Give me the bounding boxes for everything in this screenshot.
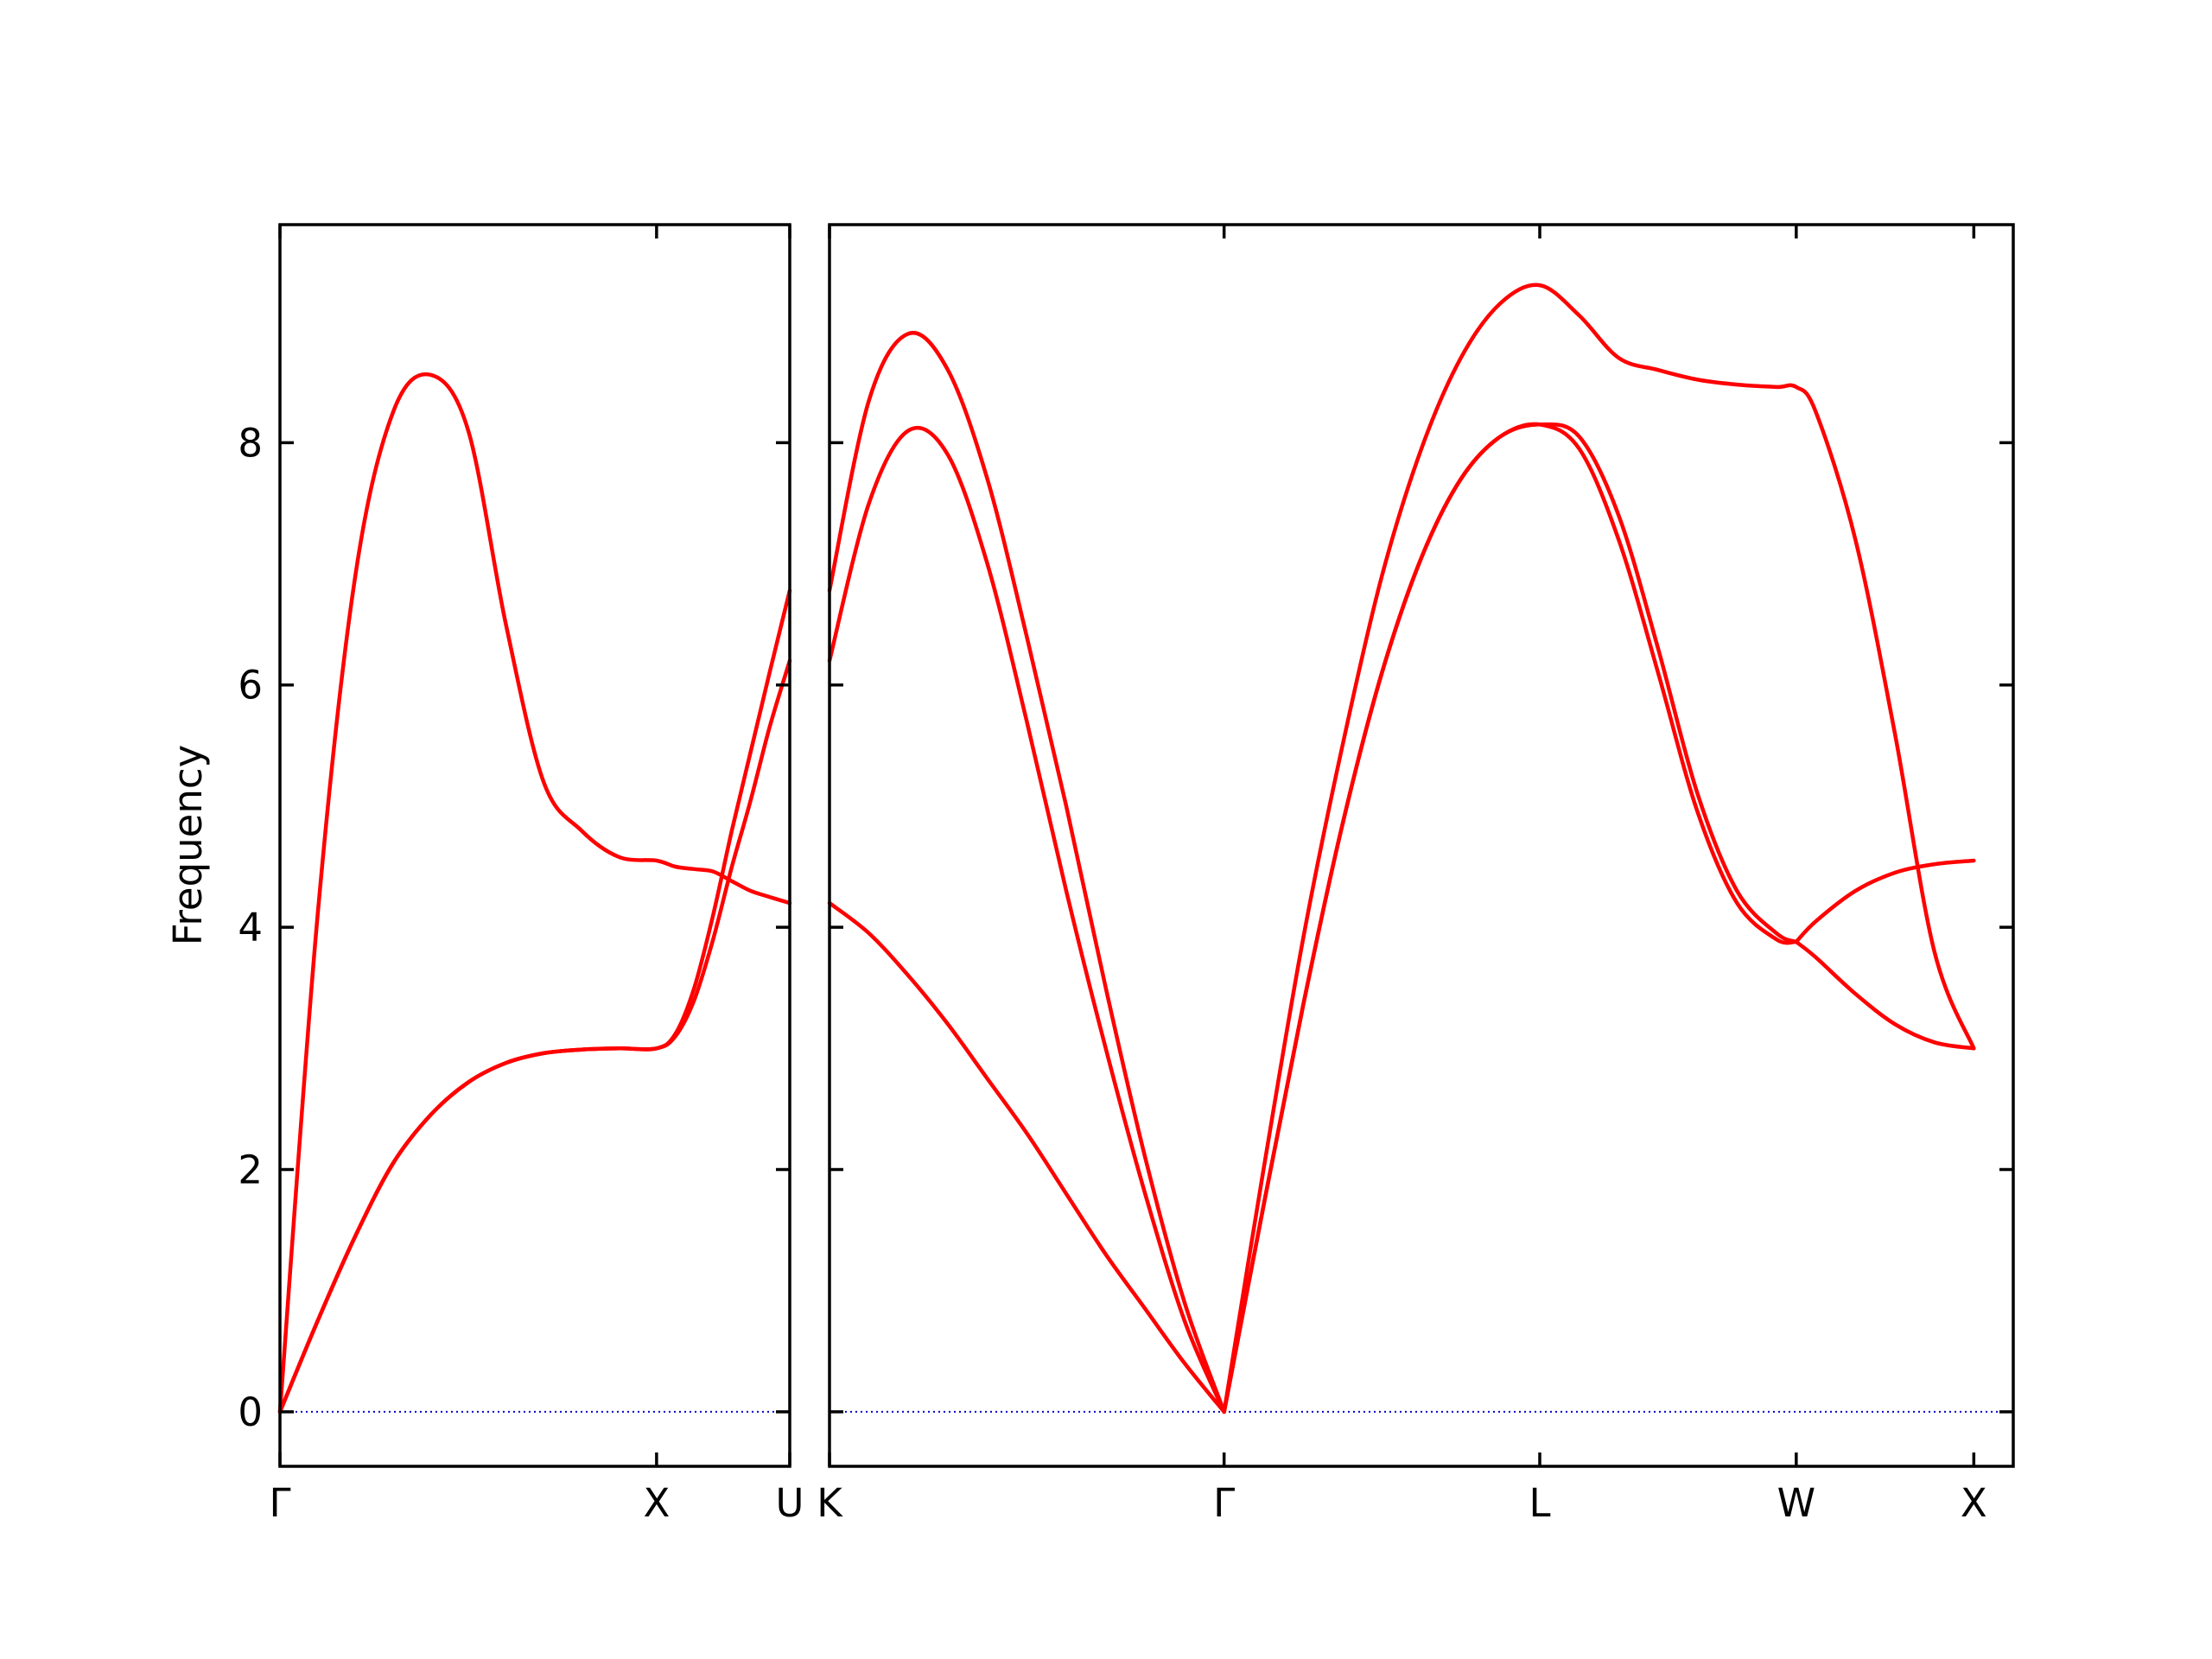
y-axis-label: Frequency xyxy=(165,745,211,945)
left-panel: Γ X U 0 2 4 6 8 xyxy=(238,223,804,1526)
panel-right-xtick-label-1: Γ xyxy=(1213,1480,1235,1526)
panel-right-band-8 xyxy=(1794,939,1976,1051)
ytick-label-8: 8 xyxy=(238,420,263,466)
right-panel-y-ticks xyxy=(830,441,2013,1414)
panel-right-band-6 xyxy=(1222,422,1799,1414)
panel-left-xtick-label-1: X xyxy=(643,1480,670,1526)
panel-right-xtick-label-3: W xyxy=(1777,1480,1816,1526)
left-panel-y-ticks: 0 2 4 6 8 xyxy=(238,420,790,1435)
ytick-label-0: 0 xyxy=(238,1389,263,1435)
panel-left-band-3 xyxy=(277,658,792,1414)
panel-left-xtick-label-2: U xyxy=(776,1480,804,1526)
panel-right-band-3 xyxy=(827,900,1226,1414)
ytick-label-6: 6 xyxy=(238,663,263,709)
right-panel-bands xyxy=(827,283,2013,1414)
left-panel-frame xyxy=(278,223,791,1468)
panel-right-band-1 xyxy=(827,330,1226,1414)
panel-left-band-2 xyxy=(277,588,792,1414)
right-panel-frame xyxy=(828,223,2015,1468)
panel-right-xtick-label-2: L xyxy=(1529,1480,1550,1526)
panel-right-band-4 xyxy=(1222,283,1976,1414)
panel-right-band-5 xyxy=(1222,422,1799,1414)
panel-right-xtick-label-4: X xyxy=(1961,1480,1987,1526)
panel-right-band-2 xyxy=(827,425,1226,1414)
panel-right-xtick-label-0: K xyxy=(817,1480,843,1526)
left-panel-bands xyxy=(277,372,792,1414)
ytick-label-2: 2 xyxy=(238,1147,263,1193)
ytick-label-4: 4 xyxy=(238,905,263,950)
panel-left-band-1 xyxy=(277,372,792,1414)
panel-right-band-7 xyxy=(1794,858,1976,944)
panel-left-xtick-label-0: Γ xyxy=(269,1480,290,1526)
